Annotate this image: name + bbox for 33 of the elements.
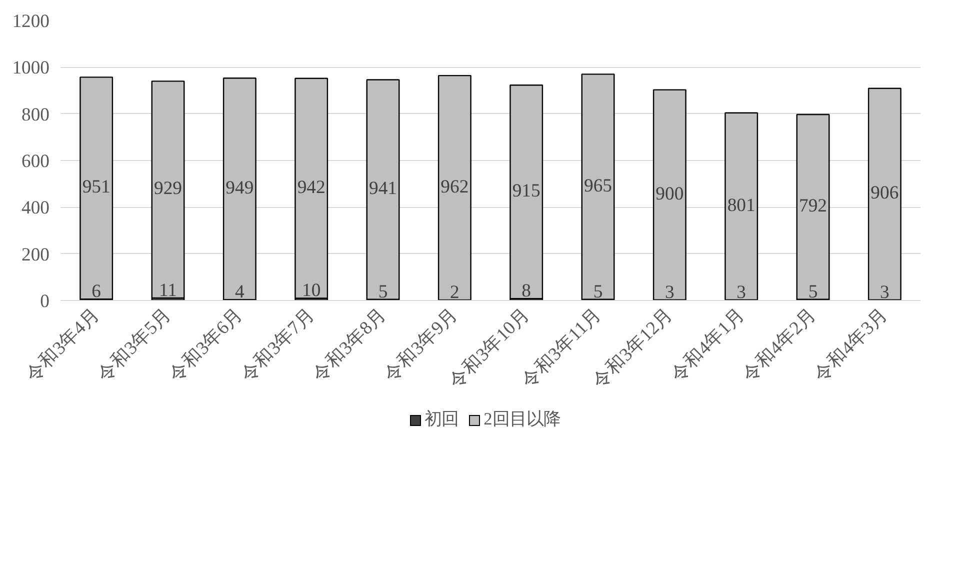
data-label: 3 — [736, 282, 746, 303]
data-label: 906 — [870, 182, 899, 204]
legend-label: 初回 — [424, 410, 459, 429]
data-label: 6 — [92, 281, 101, 302]
data-label: 5 — [593, 281, 603, 302]
data-label: 3 — [880, 282, 890, 303]
data-label: 942 — [297, 176, 326, 198]
data-label: 962 — [440, 176, 469, 198]
data-label: 801 — [727, 194, 756, 216]
data-label: 5 — [378, 281, 388, 302]
y-tick-label: 1000 — [12, 58, 50, 79]
y-tick-label: 1200 — [12, 11, 50, 32]
data-label: 965 — [584, 175, 612, 196]
y-tick-label: 0 — [40, 291, 50, 312]
data-label: 11 — [159, 280, 177, 301]
y-tick-label: 800 — [22, 104, 50, 126]
legend-label: 2回目以降 — [484, 410, 560, 429]
data-label: 929 — [154, 178, 182, 200]
data-label: 951 — [82, 176, 110, 198]
data-label: 4 — [235, 282, 246, 303]
data-label: 2 — [450, 282, 460, 304]
y-tick-label: 400 — [22, 198, 50, 219]
data-label: 3 — [665, 282, 674, 303]
data-label: 10 — [302, 280, 321, 302]
data-label: 941 — [369, 178, 397, 200]
y-tick-label: 200 — [22, 244, 50, 266]
data-label: 792 — [799, 195, 827, 216]
data-label: 5 — [808, 281, 818, 302]
data-label: 949 — [226, 177, 254, 198]
data-label: 8 — [522, 280, 531, 302]
data-label: 900 — [656, 183, 684, 204]
data-label: 915 — [512, 180, 540, 202]
y-tick-label: 600 — [22, 151, 50, 172]
